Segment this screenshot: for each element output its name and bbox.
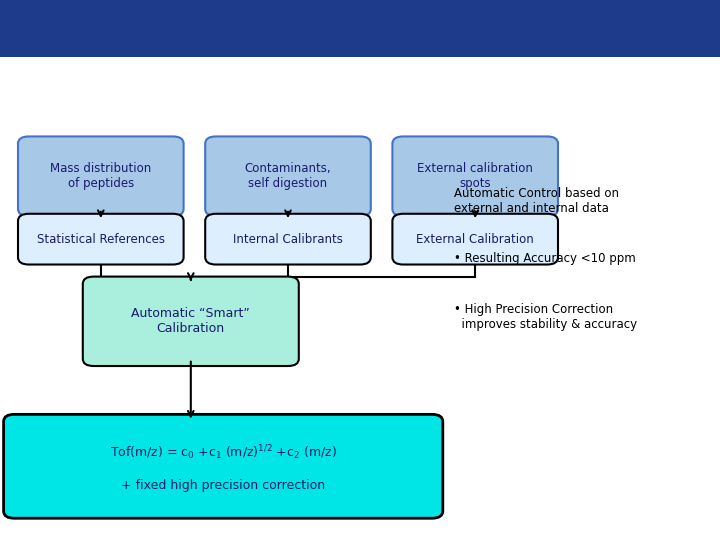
Text: Tof(m/z) = c$_0$ +c$_1$ (m/z)$^{1/2}$ +c$_2$ (m/z): Tof(m/z) = c$_0$ +c$_1$ (m/z)$^{1/2}$ +c… bbox=[109, 443, 337, 462]
FancyBboxPatch shape bbox=[205, 137, 371, 216]
Text: Mass distribution
of peptides: Mass distribution of peptides bbox=[50, 163, 151, 190]
FancyBboxPatch shape bbox=[4, 414, 443, 518]
FancyBboxPatch shape bbox=[392, 137, 558, 216]
Text: Internal Calibrants: Internal Calibrants bbox=[233, 233, 343, 246]
Text: Contaminants,
self digestion: Contaminants, self digestion bbox=[245, 163, 331, 190]
Text: • Resulting Accuracy <10 ppm: • Resulting Accuracy <10 ppm bbox=[454, 252, 635, 266]
Text: Statistical References: Statistical References bbox=[37, 233, 165, 246]
Text: External Calibration: External Calibration bbox=[416, 233, 534, 246]
FancyBboxPatch shape bbox=[205, 214, 371, 265]
FancyBboxPatch shape bbox=[83, 276, 299, 366]
FancyBboxPatch shape bbox=[18, 137, 184, 216]
FancyBboxPatch shape bbox=[18, 214, 184, 265]
Text: + fixed high precision correction: + fixed high precision correction bbox=[121, 480, 325, 492]
Text: External calibration
spots: External calibration spots bbox=[418, 163, 533, 190]
FancyBboxPatch shape bbox=[392, 214, 558, 265]
Text: Automatic Control based on
external and internal data: Automatic Control based on external and … bbox=[454, 187, 618, 215]
Text: Automatic “Smart”
Calibration: Automatic “Smart” Calibration bbox=[132, 307, 250, 335]
Text: • High Precision Correction
  improves stability & accuracy: • High Precision Correction improves sta… bbox=[454, 303, 636, 331]
Text: Automatic „Smart“ Calibration: Automatic „Smart“ Calibration bbox=[191, 69, 529, 88]
